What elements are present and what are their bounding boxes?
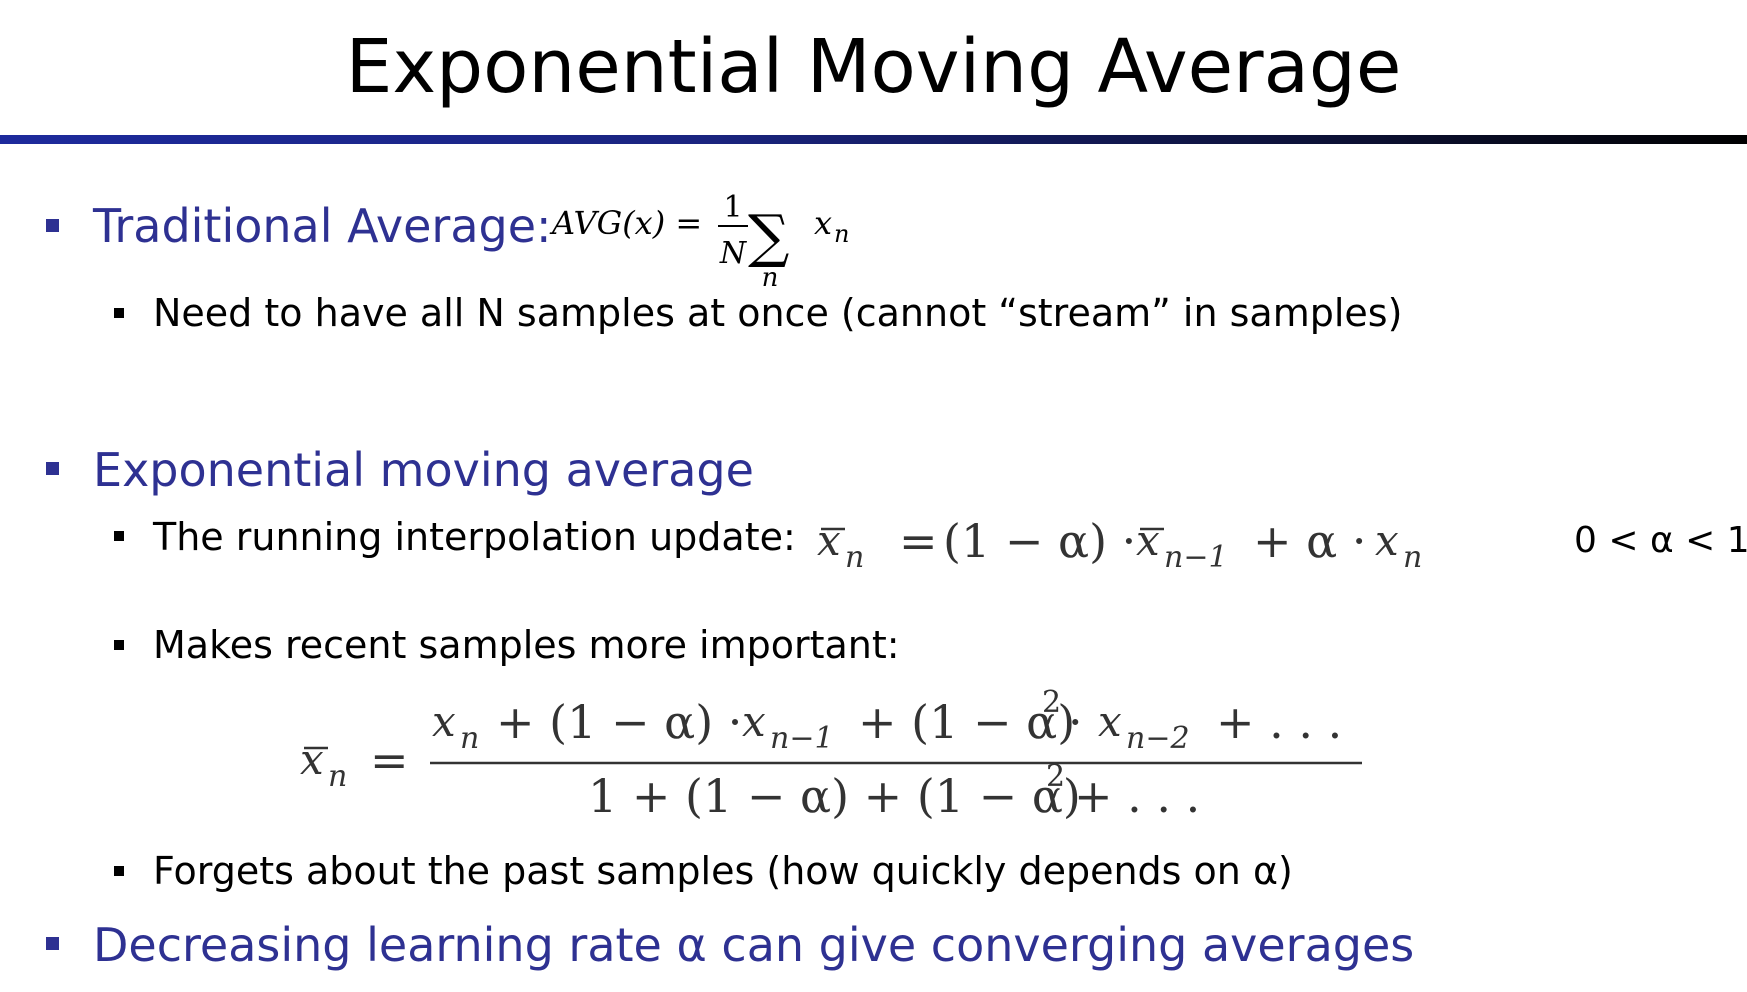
title-rule xyxy=(0,135,1747,144)
heading-traditional-average: Traditional Average: xyxy=(93,199,552,253)
bullet-marker xyxy=(114,308,124,318)
xbar-sub: n xyxy=(845,540,864,575)
bullet-marker xyxy=(114,866,124,876)
num-x-base: x xyxy=(432,697,456,746)
den-part-a: 1 + (1 − α) + (1 − α) xyxy=(588,769,1081,823)
bullet-marker xyxy=(114,640,124,650)
xbar-base: x xyxy=(817,516,841,565)
num-x1-sub: n−1 xyxy=(770,721,834,756)
bullet-recent-samples: Makes recent samples more important: xyxy=(153,623,900,667)
term-sub: n xyxy=(834,220,849,248)
num-x-sub: n xyxy=(460,721,479,756)
num-part-a: + (1 − α) · xyxy=(496,695,742,749)
update-part1: (1 − α) · xyxy=(943,514,1136,568)
lhs-base: x xyxy=(300,735,324,784)
num-part-b: + (1 − α) xyxy=(858,695,1075,749)
slide-title: Exponential Moving Average xyxy=(345,24,1402,110)
formula-frac-den: N xyxy=(719,236,748,271)
formula-weighted-average: x n = x n + (1 − α) · x n−1 + (1 − α) 2 … xyxy=(298,685,1378,830)
equals-sign: = xyxy=(899,514,938,568)
formula-lhs: AVG(x) = xyxy=(549,204,702,242)
xbar-prev-base: x xyxy=(1136,516,1160,565)
bullet-marker xyxy=(46,462,59,475)
den-square: 2 xyxy=(1046,759,1065,794)
lhs-sub: n xyxy=(328,759,347,794)
x-n-sub: n xyxy=(1403,540,1422,575)
bullet-running-update: The running interpolation update: xyxy=(153,515,796,559)
num-x2-sub: n−2 xyxy=(1126,721,1190,756)
heading-exponential-moving-average: Exponential moving average xyxy=(93,443,754,497)
bullet-marker xyxy=(46,219,59,232)
num-x1-base: x xyxy=(742,697,766,746)
formula-traditional-average: AVG(x) = 1 N ∑ n x n xyxy=(549,178,872,293)
term-base: x xyxy=(814,204,832,242)
num-x2-base: x xyxy=(1098,697,1122,746)
num-square: 2 xyxy=(1042,685,1061,720)
bullet-need-all-samples: Need to have all N samples at once (cann… xyxy=(153,291,1403,335)
num-tail: + . . . xyxy=(1216,695,1342,749)
sum-subscript: n xyxy=(762,263,779,293)
bullet-marker xyxy=(46,937,59,950)
formula-update: x n = (1 − α) · x n−1 + α · x n xyxy=(815,505,1455,585)
bullet-marker xyxy=(114,531,124,541)
alpha-range: 0 < α < 1 xyxy=(1574,520,1747,561)
sum-symbol-icon: ∑ xyxy=(748,202,789,270)
bullet-forgets-past: Forgets about the past samples (how quic… xyxy=(153,849,1293,893)
num-part-c: · xyxy=(1068,695,1083,749)
heading-decreasing-learning-rate: Decreasing learning rate α can give conv… xyxy=(93,918,1415,972)
equals-sign: = xyxy=(370,733,409,787)
xbar-prev-sub: n−1 xyxy=(1164,540,1228,575)
update-part2: + α · xyxy=(1253,514,1366,568)
x-n-base: x xyxy=(1375,516,1399,565)
den-tail: + . . . xyxy=(1074,769,1200,823)
formula-frac-num: 1 xyxy=(723,190,742,225)
